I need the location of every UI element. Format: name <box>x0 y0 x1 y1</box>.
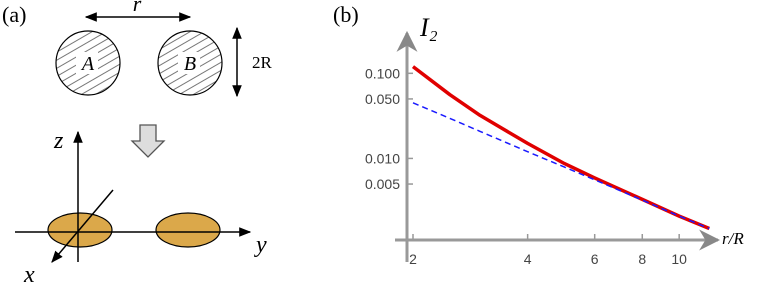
axis-label: y <box>254 232 267 258</box>
diameter-label: 2R <box>252 53 273 72</box>
label-bg <box>76 52 98 74</box>
x-tick-label: 4 <box>524 251 532 267</box>
axis-label: z <box>53 128 64 154</box>
y-axis-label: I₂ <box>419 13 438 42</box>
x-axis-label: r/R <box>722 229 744 248</box>
ellipsoid <box>155 212 221 248</box>
y-tick-label: 0.050 <box>365 91 400 107</box>
y-tick-label: 0.100 <box>365 65 400 81</box>
y-tick-label: 0.005 <box>365 176 400 192</box>
panel-label: (b) <box>333 2 359 27</box>
y-tick-label: 0.010 <box>365 150 400 166</box>
x-tick-label: 10 <box>671 251 687 267</box>
panel-label: (a) <box>2 2 26 27</box>
panel-a: (a) r A B 2R z y x <box>2 0 273 284</box>
down-arrow <box>130 124 166 158</box>
x-axis <box>51 189 114 263</box>
series-line <box>411 65 710 231</box>
x-tick-label: 2 <box>409 251 417 267</box>
label-bg <box>178 52 200 74</box>
sphere-label: A <box>80 53 95 75</box>
panel-b: (b) I₂ r/R 0.005 0.010 0.050 0.100 2 4 6 8 10 <box>333 2 744 267</box>
sphere-label: B <box>184 53 196 75</box>
x-tick-label: 6 <box>591 251 599 267</box>
x-tick-label: 8 <box>638 251 646 267</box>
series-line <box>412 102 710 230</box>
separation-label: r <box>133 0 142 16</box>
axis-label: x <box>23 262 35 284</box>
